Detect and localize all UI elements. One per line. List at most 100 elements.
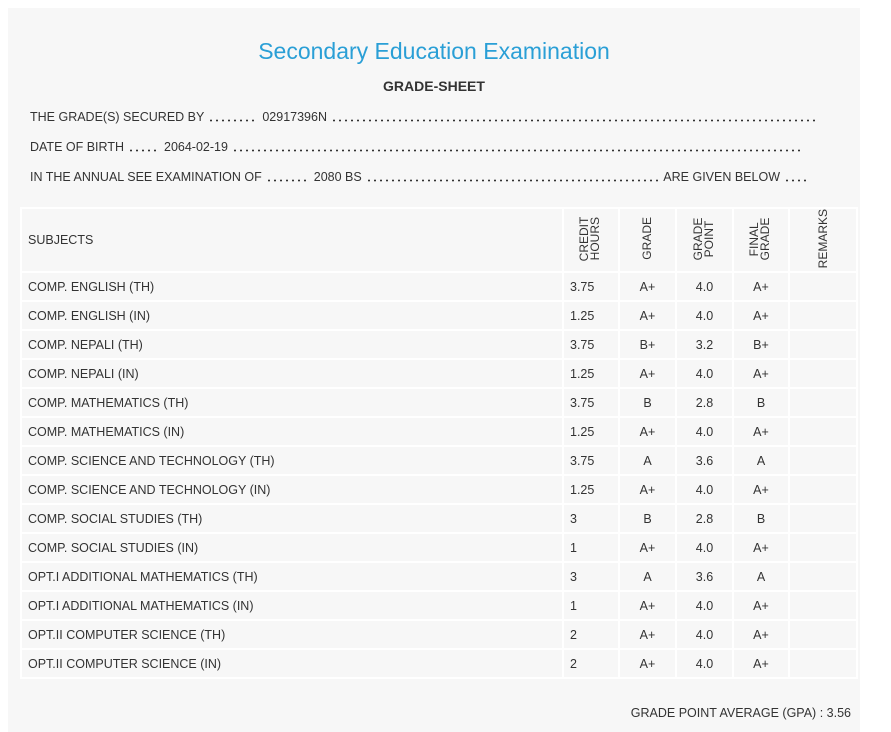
grade-cell: A+	[618, 648, 677, 680]
table-row: OPT.I ADDITIONAL MATHEMATICS (TH) 3 A 3.6 A	[20, 561, 858, 593]
grade-cell: 3	[562, 561, 620, 593]
remarks-cell	[788, 619, 858, 651]
remarks-cell	[788, 416, 858, 448]
info-value: 2080 BS	[313, 170, 362, 184]
grade-cell: B+	[618, 329, 677, 361]
grade-cell: 2.8	[675, 503, 734, 535]
grade-cell: 3.75	[562, 329, 620, 361]
subject-cell: OPT.I ADDITIONAL MATHEMATICS (TH)	[20, 561, 564, 593]
grade-cell: 1	[562, 532, 620, 564]
grade-cell: A	[732, 561, 790, 593]
grade-cell: A+	[732, 619, 790, 651]
dot-leader	[265, 178, 310, 182]
remarks-cell	[788, 445, 858, 477]
subject-cell: COMP. SOCIAL STUDIES (TH)	[20, 503, 564, 535]
grade-cell: 1	[562, 590, 620, 622]
info-label: IN THE ANNUAL SEE EXAMINATION OF	[30, 170, 262, 184]
grade-cell: 4.0	[675, 532, 734, 564]
grade-cell: A+	[732, 300, 790, 332]
column-header-cell: GRADE POINT	[675, 206, 734, 274]
column-header: GRADE	[640, 217, 654, 261]
grade-cell: A+	[618, 300, 677, 332]
grade-sheet-panel: Secondary Education Examination GRADE-SH…	[8, 8, 860, 732]
subject-cell: OPT.II COMPUTER SCIENCE (IN)	[20, 648, 564, 680]
grade-cell: A+	[732, 648, 790, 680]
grade-cell: 1.25	[562, 416, 620, 448]
grade-cell: 4.0	[675, 271, 734, 303]
grade-cell: B	[618, 387, 677, 419]
grade-cell: A+	[618, 590, 677, 622]
column-header-cell: GRADE	[618, 206, 677, 274]
grade-cell: 2	[562, 648, 620, 680]
grade-cell: 3	[562, 503, 620, 535]
subject-cell: OPT.II COMPUTER SCIENCE (TH)	[20, 619, 564, 651]
grade-cell: A	[732, 445, 790, 477]
subject-cell: COMP. ENGLISH (TH)	[20, 271, 564, 303]
grade-cell: 3.75	[562, 387, 620, 419]
remarks-cell	[788, 590, 858, 622]
table-row: COMP. SOCIAL STUDIES (TH) 3 B 2.8 B	[20, 503, 858, 535]
grade-cell: A+	[732, 532, 790, 564]
table-row: OPT.II COMPUTER SCIENCE (IN) 2 A+ 4.0 A+	[20, 648, 858, 680]
info-label: DATE OF BIRTH	[30, 140, 124, 154]
grade-cell: A+	[618, 358, 677, 390]
grade-cell: 3.75	[562, 445, 620, 477]
grade-cell: 3.2	[675, 329, 734, 361]
remarks-cell	[788, 329, 858, 361]
grade-cell: A+	[618, 416, 677, 448]
table-row: OPT.I ADDITIONAL MATHEMATICS (IN) 1 A+ 4.0 A…	[20, 590, 858, 622]
column-header-cell: REMARKS	[788, 206, 858, 274]
info-line: THE GRADE(S) SECURED BY 02917396N	[30, 107, 820, 127]
info-label: THE GRADE(S) SECURED BY	[30, 110, 205, 124]
table-row: COMP. SCIENCE AND TECHNOLOGY (TH) 3.75 A 3.…	[20, 445, 858, 477]
grade-cell: A+	[732, 358, 790, 390]
remarks-cell	[788, 503, 858, 535]
info-value: 02917396N	[262, 110, 327, 124]
subject-cell: COMP. MATHEMATICS (TH)	[20, 387, 564, 419]
grade-cell: 4.0	[675, 300, 734, 332]
gpa: GRADE POINT AVERAGE (GPA) : 3.56	[631, 706, 851, 720]
table-row: OPT.II COMPUTER SCIENCE (TH) 2 A+ 4.0 A+	[20, 619, 858, 651]
grade-cell: A	[618, 561, 677, 593]
table-row: COMP. NEPALI (IN) 1.25 A+ 4.0 A+	[20, 358, 858, 390]
gpa-value: 3.56	[826, 706, 851, 720]
table-row: COMP. MATHEMATICS (IN) 1.25 A+ 4.0 A+	[20, 416, 858, 448]
grade-cell: 4.0	[675, 648, 734, 680]
grade-table: SUBJECTS CREDIT HOURS GRADE GRADE POINT FINA…	[20, 206, 858, 680]
subject-cell: COMP. ENGLISH (IN)	[20, 300, 564, 332]
column-header: REMARKS	[815, 209, 830, 269]
table-row: COMP. NEPALI (TH) 3.75 B+ 3.2 B+	[20, 329, 858, 361]
subject-cell: COMP. SCIENCE AND TECHNOLOGY (TH)	[20, 445, 564, 477]
column-header: GRADE POINT	[690, 217, 716, 261]
grade-cell: A+	[732, 590, 790, 622]
grade-cell: 2.8	[675, 387, 734, 419]
table-row: COMP. SOCIAL STUDIES (IN) 1 A+ 4.0 A+	[20, 532, 858, 564]
dot-leader	[784, 178, 806, 182]
column-header: CREDIT HOURS	[577, 216, 602, 262]
info-label: ARE GIVEN BELOW	[663, 170, 780, 184]
remarks-cell	[788, 532, 858, 564]
grade-cell: 1.25	[562, 300, 620, 332]
grade-cell: 3.75	[562, 271, 620, 303]
grade-cell: 3.6	[675, 561, 734, 593]
remarks-cell	[788, 561, 858, 593]
grade-cell: 4.0	[675, 474, 734, 506]
title: Secondary Education Examination	[258, 38, 610, 64]
table-row: COMP. ENGLISH (TH) 3.75 A+ 4.0 A+	[20, 271, 858, 303]
subject-cell: COMP. SOCIAL STUDIES (IN)	[20, 532, 564, 564]
grade-cell: B+	[732, 329, 790, 361]
subject-cell: COMP. MATHEMATICS (IN)	[20, 416, 564, 448]
grade-cell: 4.0	[675, 619, 734, 651]
dot-leader	[365, 178, 660, 182]
remarks-cell	[788, 271, 858, 303]
dot-leader	[128, 148, 160, 152]
column-header: SUBJECTS	[20, 206, 564, 274]
grade-cell: 1.25	[562, 358, 620, 390]
grade-cell: 4.0	[675, 358, 734, 390]
table-row: COMP. MATHEMATICS (TH) 3.75 B 2.8 B	[20, 387, 858, 419]
subtitle: GRADE-SHEET	[383, 78, 485, 94]
grade-cell: A+	[618, 619, 677, 651]
grade-cell: B	[732, 387, 790, 419]
gpa-label: GRADE POINT AVERAGE (GPA) :	[630, 706, 824, 720]
grade-cell: 4.0	[675, 416, 734, 448]
